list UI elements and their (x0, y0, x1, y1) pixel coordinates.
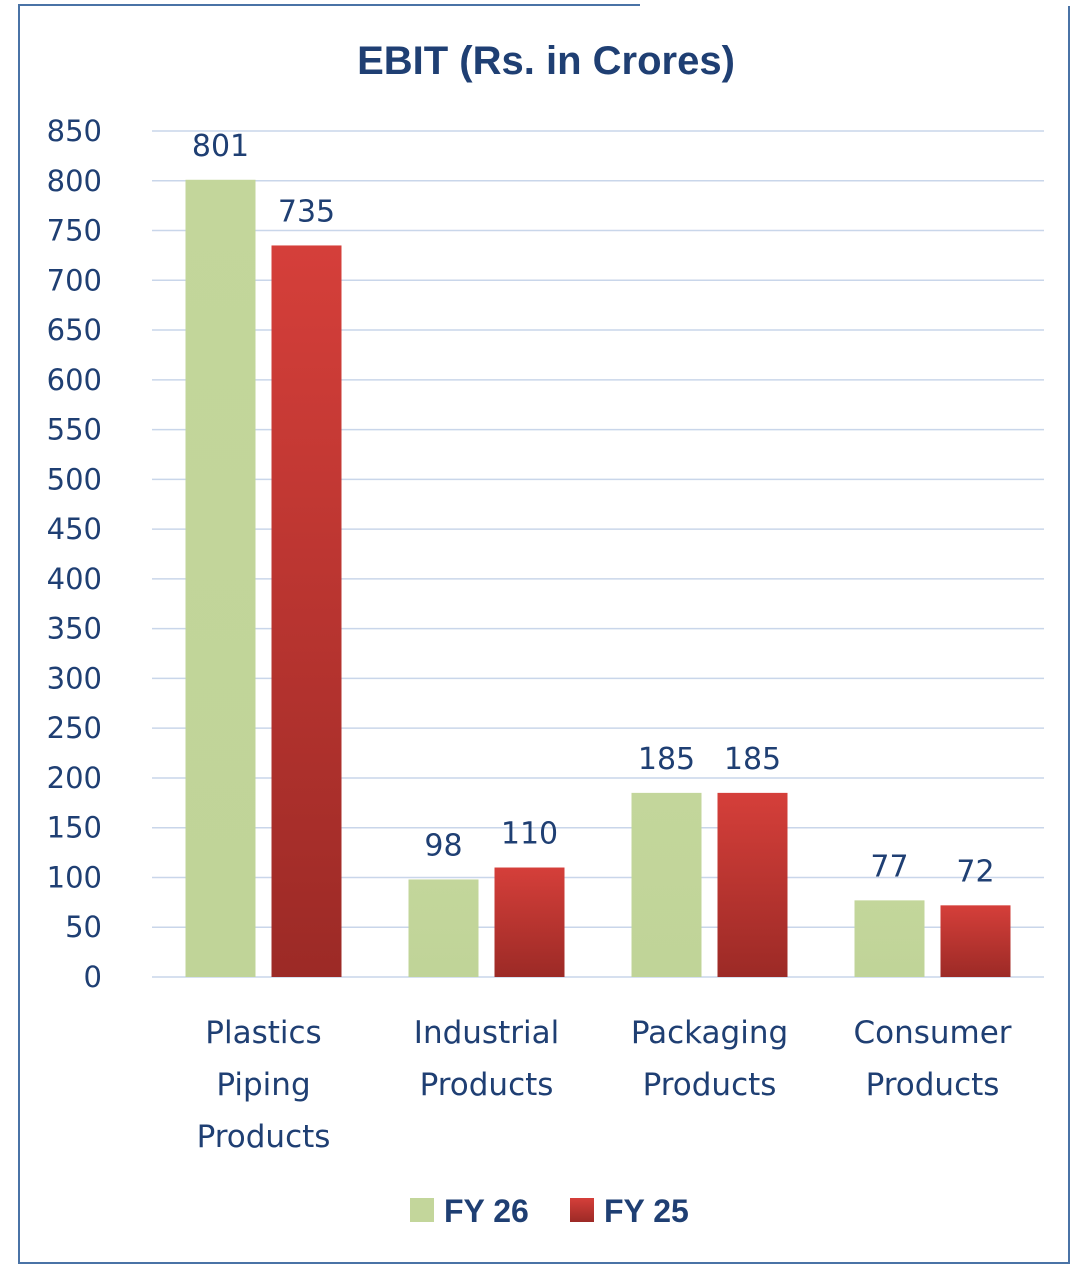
top-cut (640, 0, 1076, 6)
bar-fy-26 (631, 792, 702, 977)
y-tick-label: 200 (47, 761, 102, 795)
legend-swatch (410, 1198, 434, 1222)
legend-label: FY 25 (604, 1193, 689, 1229)
legend-swatch (570, 1198, 594, 1222)
y-tick-label: 100 (47, 860, 102, 894)
bar-fy-26 (185, 179, 256, 977)
legend-label: FY 26 (444, 1193, 529, 1229)
data-label: 185 (724, 742, 781, 777)
data-label: 98 (424, 828, 462, 863)
category-label: Products (420, 1067, 554, 1103)
bar-fy-25 (940, 905, 1011, 977)
data-labels: 801 735 98 110 185 185 77 72 (192, 129, 995, 890)
y-tick-label: 550 (47, 413, 102, 447)
y-tick-label: 0 (84, 960, 102, 994)
y-tick-label: 600 (47, 363, 102, 397)
category-label: Products (197, 1119, 331, 1155)
data-label: 77 (870, 849, 908, 884)
y-tick-label: 250 (47, 711, 102, 745)
y-tick-label: 50 (65, 910, 102, 944)
category-label: Products (643, 1067, 777, 1103)
category-label: Plastics (205, 1015, 321, 1051)
bar-fy-25 (494, 867, 565, 977)
category-label: Piping (216, 1067, 310, 1103)
y-tick-label: 300 (47, 661, 102, 695)
data-label: 185 (638, 742, 695, 777)
y-tick-label: 850 (47, 114, 102, 148)
bar-fy-25 (271, 245, 342, 978)
category-label: Packaging (631, 1015, 788, 1051)
legend: FY 26 FY 25 (410, 1193, 689, 1229)
data-label: 110 (501, 817, 558, 852)
y-tick-label: 450 (47, 512, 102, 546)
data-label: 72 (956, 854, 994, 889)
y-tick-label: 350 (47, 612, 102, 646)
data-label: 801 (192, 129, 249, 164)
category-label: Industrial (414, 1015, 559, 1051)
bars (185, 179, 1011, 978)
bar-fy-25 (717, 792, 788, 977)
category-labels: Plastics Piping Products Industrial Products… (197, 1015, 1012, 1155)
y-axis-ticks: 0 50 100 150 200 250 300 350 400 450 500 550 600 650 7… (47, 114, 102, 994)
y-tick-label: 500 (47, 462, 102, 496)
y-tick-label: 150 (47, 811, 102, 845)
bar-fy-26 (408, 879, 479, 977)
bar-fy-26 (854, 900, 925, 977)
chart-title: EBIT (Rs. in Crores) (357, 39, 735, 83)
category-label: Products (866, 1067, 1000, 1103)
y-tick-label: 700 (47, 263, 102, 297)
data-label: 735 (278, 194, 335, 229)
y-tick-label: 800 (47, 164, 102, 198)
y-tick-label: 650 (47, 313, 102, 347)
category-label: Consumer (853, 1015, 1011, 1051)
y-tick-label: 400 (47, 562, 102, 596)
y-tick-label: 750 (47, 214, 102, 248)
